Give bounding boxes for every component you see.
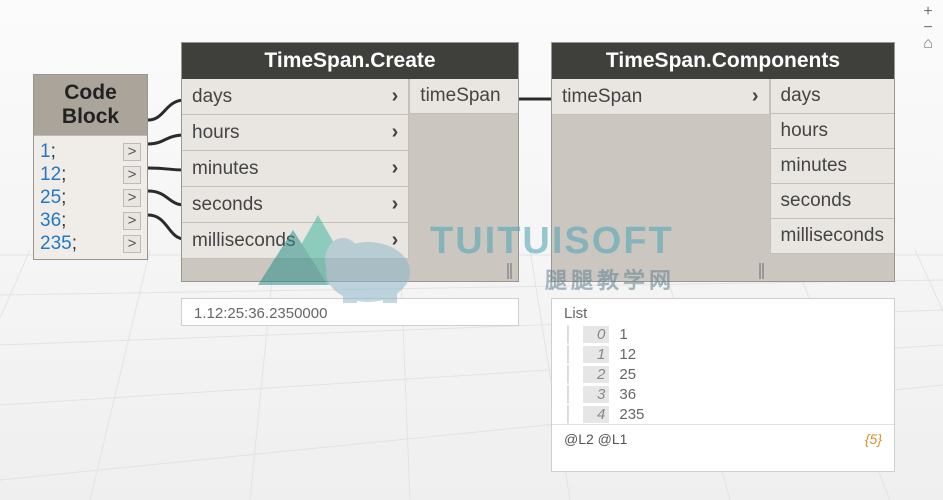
watermark-main: TUITUISOFT: [430, 220, 674, 263]
input-port-minutes[interactable]: minutes ›: [182, 151, 409, 187]
list-header: List: [552, 299, 894, 324]
input-port-label: timeSpan: [562, 86, 642, 108]
output-port-minutes[interactable]: minutes: [770, 149, 894, 184]
zoom-fit-button[interactable]: ⌂: [919, 36, 937, 52]
code-block-line: 12;>: [40, 163, 141, 186]
list-items: │01│112│225│336│4235: [552, 324, 894, 424]
watermark-logo: [248, 190, 428, 310]
output-port-label: timeSpan: [420, 85, 500, 107]
code-block-line: 25;>: [40, 186, 141, 209]
input-port-timespan[interactable]: timeSpan ›: [552, 79, 770, 115]
input-port-days[interactable]: days ›: [182, 79, 409, 115]
lacing-icon: [759, 263, 764, 279]
output-port-milliseconds[interactable]: milliseconds: [770, 219, 894, 254]
code-block-node[interactable]: Code Block 1;>12;>25;>36;>235;>: [33, 74, 148, 260]
list-item: │112: [552, 344, 894, 364]
list-item: │225: [552, 364, 894, 384]
code-block-output-port[interactable]: >: [123, 235, 141, 253]
output-port-label: seconds: [781, 190, 852, 212]
timespan-create-title: TimeSpan.Create: [182, 43, 518, 79]
input-port-label: days: [192, 86, 232, 108]
chevron-right-icon: ›: [752, 85, 759, 108]
list-item: │01: [552, 324, 894, 344]
output-port-label: hours: [781, 120, 829, 142]
list-footer-count: {5}: [865, 431, 882, 447]
chevron-right-icon: ›: [392, 85, 399, 108]
lacing-icon: [507, 263, 512, 279]
output-port-hours[interactable]: hours: [770, 114, 894, 149]
code-block-line: 1;>: [40, 140, 141, 163]
code-block-output-port[interactable]: >: [123, 212, 141, 230]
output-port-seconds[interactable]: seconds: [770, 184, 894, 219]
watermark-sub: 腿腿教学网: [545, 263, 675, 295]
timespan-components-title: TimeSpan.Components: [552, 43, 894, 79]
list-item: │336: [552, 384, 894, 404]
output-port-days[interactable]: days: [770, 79, 894, 114]
timespan-components-preview: List │01│112│225│336│4235 @L2 @L1 {5}: [551, 298, 895, 472]
timespan-components-outputs: days hours minutes seconds milliseconds: [770, 79, 894, 281]
code-block-title: Code Block: [34, 75, 147, 135]
input-port-hours[interactable]: hours ›: [182, 115, 409, 151]
input-port-label: hours: [192, 122, 240, 144]
code-block-output-port[interactable]: >: [123, 166, 141, 184]
input-port-label: minutes: [192, 158, 259, 180]
code-block-line: 36;>: [40, 209, 141, 232]
code-block-output-port[interactable]: >: [123, 143, 141, 161]
output-port-label: minutes: [781, 155, 848, 177]
code-block-line: 235;>: [40, 232, 141, 255]
chevron-right-icon: ›: [392, 121, 399, 144]
output-port-timespan[interactable]: timeSpan: [409, 79, 518, 114]
list-item: │4235: [552, 404, 894, 424]
list-footer-levels: @L2 @L1: [564, 431, 627, 447]
code-block-output-port[interactable]: >: [123, 189, 141, 207]
chevron-right-icon: ›: [392, 157, 399, 180]
zoom-controls: + − ⌂: [919, 4, 937, 52]
code-block-body[interactable]: 1;>12;>25;>36;>235;>: [34, 135, 147, 259]
output-port-label: milliseconds: [781, 225, 884, 247]
zoom-out-button[interactable]: −: [919, 20, 937, 36]
output-port-label: days: [781, 85, 821, 107]
zoom-in-button[interactable]: +: [919, 4, 937, 20]
